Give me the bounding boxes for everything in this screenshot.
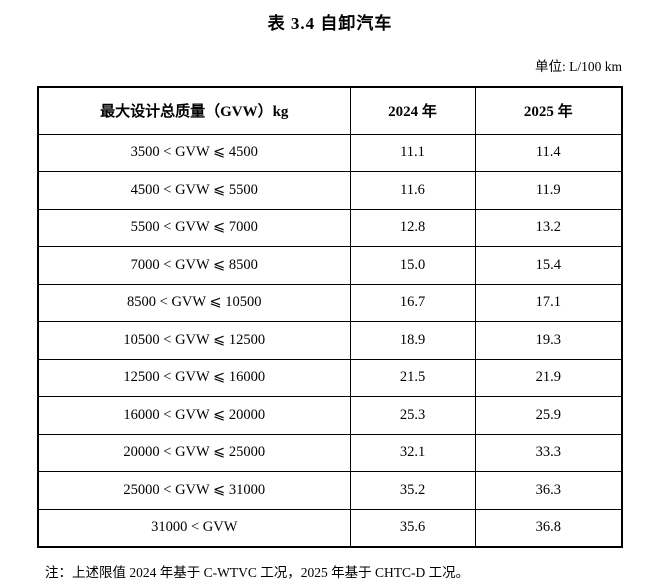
gvw-range-cell: 31000 < GVW xyxy=(37,508,351,547)
value-2024-cell: 18.9 xyxy=(349,321,476,360)
value-2025-cell: 25.9 xyxy=(474,396,623,435)
value-2025-cell: 17.1 xyxy=(474,283,623,322)
table-row: 8500 < GVW ⩽ 10500 16.7 17.1 xyxy=(37,283,623,322)
table-row: 20000 < GVW ⩽ 25000 32.1 33.3 xyxy=(37,433,623,472)
table-row: 10500 < GVW ⩽ 12500 18.9 19.3 xyxy=(37,321,623,360)
table-title: 表 3.4 自卸汽车 xyxy=(267,14,393,33)
table-row: 16000 < GVW ⩽ 20000 25.3 25.9 xyxy=(37,396,623,435)
table-header: 最大设计总质量（GVW）kg 2024 年 2025 年 xyxy=(37,86,623,135)
gvw-range-cell: 8500 < GVW ⩽ 10500 xyxy=(37,283,351,322)
value-2025-cell: 19.3 xyxy=(474,321,623,360)
gvw-range-cell: 5500 < GVW ⩽ 7000 xyxy=(37,208,351,247)
table-body: 3500 < GVW ⩽ 4500 11.1 11.4 4500 < GVW ⩽ 55… xyxy=(37,133,623,547)
value-2024-cell: 15.0 xyxy=(349,246,476,285)
gvw-range-cell: 20000 < GVW ⩽ 25000 xyxy=(37,433,351,472)
table-row: 12500 < GVW ⩽ 16000 21.5 21.9 xyxy=(37,358,623,397)
value-2024-cell: 12.8 xyxy=(349,208,476,247)
header-2024: 2024 年 xyxy=(349,86,476,135)
table-row: 25000 < GVW ⩽ 31000 35.2 36.3 xyxy=(37,471,623,510)
unit-label: 单位: L/100 km xyxy=(535,59,622,74)
table-row: 7000 < GVW ⩽ 8500 15.0 15.4 xyxy=(37,246,623,285)
header-gvw: 最大设计总质量（GVW）kg xyxy=(37,86,351,135)
table-row: 31000 < GVW 35.6 36.8 xyxy=(37,508,623,547)
value-2025-cell: 21.9 xyxy=(474,358,623,397)
value-2025-cell: 11.9 xyxy=(474,171,623,210)
table-row: 5500 < GVW ⩽ 7000 12.8 13.2 xyxy=(37,208,623,247)
table-row: 3500 < GVW ⩽ 4500 11.1 11.4 xyxy=(37,133,623,172)
value-2025-cell: 15.4 xyxy=(474,246,623,285)
value-2025-cell: 36.3 xyxy=(474,471,623,510)
value-2024-cell: 21.5 xyxy=(349,358,476,397)
table-row: 4500 < GVW ⩽ 5500 11.6 11.9 xyxy=(37,171,623,210)
gvw-range-cell: 12500 < GVW ⩽ 16000 xyxy=(37,358,351,397)
gvw-range-cell: 3500 < GVW ⩽ 4500 xyxy=(37,133,351,172)
value-2024-cell: 11.1 xyxy=(349,133,476,172)
gvw-range-cell: 16000 < GVW ⩽ 20000 xyxy=(37,396,351,435)
gvw-range-cell: 25000 < GVW ⩽ 31000 xyxy=(37,471,351,510)
value-2025-cell: 11.4 xyxy=(474,133,623,172)
gvw-range-cell: 10500 < GVW ⩽ 12500 xyxy=(37,321,351,360)
header-row: 最大设计总质量（GVW）kg 2024 年 2025 年 xyxy=(37,86,623,135)
value-2024-cell: 35.6 xyxy=(349,508,476,547)
value-2025-cell: 36.8 xyxy=(474,508,623,547)
value-2024-cell: 32.1 xyxy=(349,433,476,472)
value-2024-cell: 25.3 xyxy=(349,396,476,435)
gvw-range-cell: 7000 < GVW ⩽ 8500 xyxy=(37,246,351,285)
value-2024-cell: 35.2 xyxy=(349,471,476,510)
value-2025-cell: 13.2 xyxy=(474,208,623,247)
footnote: 注：上述限值 2024 年基于 C-WTVC 工况，2025 年基于 CHTC-… xyxy=(45,564,470,580)
value-2025-cell: 33.3 xyxy=(474,433,623,472)
fuel-limit-table: 最大设计总质量（GVW）kg 2024 年 2025 年 3500 < GVW … xyxy=(37,86,623,548)
value-2024-cell: 16.7 xyxy=(349,283,476,322)
header-2025: 2025 年 xyxy=(474,86,623,135)
value-2024-cell: 11.6 xyxy=(349,171,476,210)
gvw-range-cell: 4500 < GVW ⩽ 5500 xyxy=(37,171,351,210)
